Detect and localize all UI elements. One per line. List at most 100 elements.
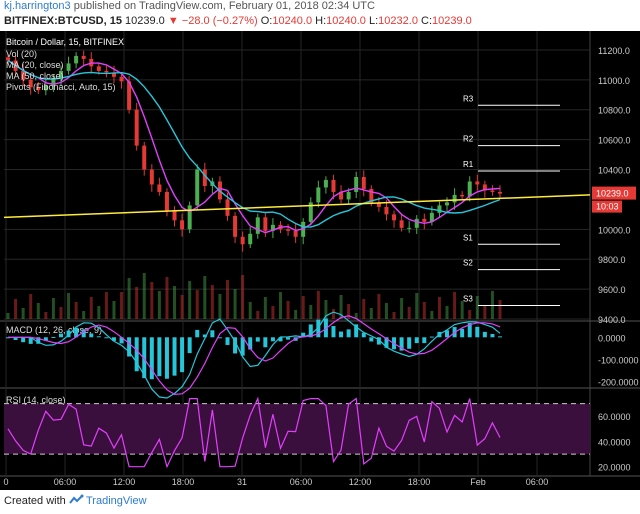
legend-entry: Vol (20) bbox=[6, 49, 37, 59]
macd-histogram-bar bbox=[308, 324, 313, 338]
volume-bar bbox=[278, 292, 282, 319]
macd-histogram-bar bbox=[180, 337, 185, 373]
chart-area[interactable]: 11200.0 11000.0 10800.0 10600.0 10400.0 10000… bbox=[0, 31, 640, 490]
volume-bar bbox=[369, 308, 373, 319]
pivot-label: S1 bbox=[463, 233, 473, 242]
volume-bar bbox=[142, 273, 146, 319]
y-tick-label: 9600.0 bbox=[598, 285, 626, 295]
candle-body bbox=[195, 169, 200, 206]
volume-bar bbox=[354, 313, 358, 319]
pivot-label: S2 bbox=[463, 259, 473, 268]
volume-bar bbox=[362, 299, 366, 319]
y-tick-label: 10000.0 bbox=[598, 225, 631, 235]
x-tick-label: 12:00 bbox=[113, 477, 136, 487]
candle-body bbox=[263, 217, 268, 231]
macd-histogram-bar bbox=[369, 337, 374, 342]
volume-bar bbox=[21, 308, 25, 319]
macd-histogram-bar bbox=[233, 337, 238, 354]
candle-body bbox=[339, 191, 344, 200]
macd-title: MACD (12, 26, close, 9) bbox=[6, 325, 102, 335]
macd-histogram-bar bbox=[195, 329, 200, 338]
volume-bar bbox=[498, 300, 502, 319]
macd-tick-label: -100.0000 bbox=[598, 355, 639, 365]
volume-bar bbox=[271, 306, 275, 319]
candle-body bbox=[36, 87, 41, 91]
high-value: 10240.0 bbox=[326, 15, 366, 27]
volume-bar bbox=[59, 307, 63, 319]
candle-body bbox=[187, 205, 192, 230]
volume-bar bbox=[51, 298, 55, 319]
volume-bar bbox=[241, 275, 245, 319]
rsi-tick-label: 40.0000 bbox=[598, 437, 631, 447]
ohlc-line: BITFINEX:BTCUSD, 15 10239.0 ▼ −28.0 (−0.… bbox=[4, 15, 472, 27]
macd-histogram-bar bbox=[429, 336, 434, 338]
x-tick-label: 31 bbox=[237, 477, 247, 487]
candle-body bbox=[384, 206, 389, 215]
volume-bar bbox=[36, 303, 40, 319]
macd-histogram-bar bbox=[36, 337, 41, 344]
candle-body bbox=[490, 190, 495, 192]
y-tick-label: 10400.0 bbox=[598, 166, 631, 176]
candle-body bbox=[104, 70, 109, 73]
close-value: 10239.0 bbox=[432, 15, 472, 27]
candle-body bbox=[346, 191, 351, 200]
volume-bar bbox=[347, 304, 351, 319]
volume-bar bbox=[301, 296, 305, 319]
volume-bar bbox=[210, 285, 214, 319]
volume-bar bbox=[483, 305, 487, 319]
candle-body bbox=[399, 220, 404, 228]
author-link[interactable]: kj.harrington3 bbox=[4, 0, 71, 12]
macd-tick-label: -200.0000 bbox=[598, 378, 639, 388]
macd-histogram-bar bbox=[270, 337, 275, 342]
candle-body bbox=[172, 211, 177, 221]
chart-svg[interactable]: 11200.0 11000.0 10800.0 10600.0 10400.0 10000… bbox=[0, 31, 640, 490]
volume-bar bbox=[104, 292, 108, 319]
macd-histogram-bar bbox=[286, 337, 291, 340]
ma50-line bbox=[7, 59, 501, 228]
volume-bar bbox=[173, 286, 177, 319]
footer: Created with TradingView bbox=[0, 490, 640, 514]
volume-bar bbox=[490, 291, 494, 319]
macd-tick-label: 0.0000 bbox=[598, 333, 626, 343]
volume-bar bbox=[14, 299, 18, 319]
macd-histogram-bar bbox=[376, 337, 381, 345]
candle-body bbox=[248, 233, 253, 245]
candle-body bbox=[43, 85, 48, 91]
candle-body bbox=[142, 145, 147, 170]
last-price-badge bbox=[592, 186, 636, 200]
macd-histogram-bar bbox=[331, 326, 336, 338]
macd-histogram-bar bbox=[51, 336, 56, 338]
candle-body bbox=[323, 179, 328, 188]
rsi-tick-label: 20.0000 bbox=[598, 463, 631, 473]
macd-histogram-bar bbox=[339, 331, 344, 338]
candle-body bbox=[164, 191, 169, 212]
volume-bar bbox=[195, 290, 199, 319]
rsi-band bbox=[4, 403, 590, 455]
macd-histogram-bar bbox=[89, 333, 94, 338]
macd-histogram-bar bbox=[28, 337, 33, 344]
macd-histogram-bar bbox=[445, 330, 450, 338]
volume-bar bbox=[331, 309, 335, 319]
high-label: H: bbox=[315, 15, 327, 27]
x-tick-label: 12:00 bbox=[349, 477, 372, 487]
macd-histogram-bar bbox=[187, 337, 192, 354]
candle-body bbox=[240, 236, 245, 245]
candle-body bbox=[376, 202, 381, 207]
macd-histogram-bar bbox=[172, 337, 177, 376]
volume-bar bbox=[324, 300, 328, 319]
macd-histogram-bar bbox=[225, 337, 230, 345]
volume-bar bbox=[188, 281, 192, 319]
candle-body bbox=[111, 72, 116, 77]
rsi-title: RSI (14, close) bbox=[6, 395, 66, 405]
candle-body bbox=[81, 55, 86, 59]
candle-body bbox=[293, 230, 298, 237]
macd-histogram-bar bbox=[74, 327, 79, 338]
volume-bar bbox=[407, 307, 411, 319]
candle-body bbox=[134, 109, 139, 146]
macd-histogram-bar bbox=[263, 337, 268, 348]
tradingview-brand[interactable]: TradingView bbox=[86, 495, 147, 507]
candle-body bbox=[422, 218, 427, 222]
macd-histogram-bar bbox=[467, 323, 472, 338]
macd-histogram-bar bbox=[346, 329, 351, 338]
candle-body bbox=[225, 199, 230, 216]
